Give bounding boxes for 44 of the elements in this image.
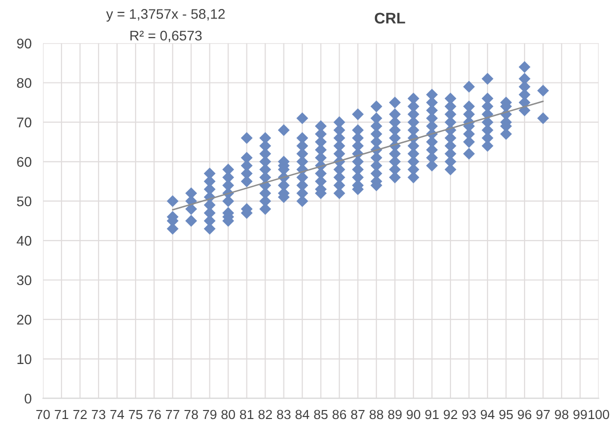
x-tick-label: 84 bbox=[296, 410, 310, 420]
x-tick-label: 93 bbox=[462, 410, 476, 420]
y-tick-label: 70 bbox=[17, 118, 32, 128]
x-tick-label: 96 bbox=[518, 410, 532, 420]
x-tick-label: 91 bbox=[425, 410, 439, 420]
x-tick-label: 99 bbox=[573, 410, 587, 420]
y-tick-label: 10 bbox=[17, 354, 32, 364]
x-tick-label: 98 bbox=[554, 410, 568, 420]
y-tick-label: 20 bbox=[17, 314, 32, 325]
x-tick-label: 75 bbox=[128, 410, 142, 420]
x-tick-label: 88 bbox=[370, 410, 384, 420]
y-tick-label: 90 bbox=[17, 38, 32, 48]
x-tick-label: 82 bbox=[258, 410, 272, 420]
x-tick-label: 87 bbox=[351, 410, 365, 420]
x-tick-label: 83 bbox=[277, 410, 291, 420]
text: R² = 0,6573 bbox=[130, 30, 202, 42]
y-tick-label: 0 bbox=[24, 394, 32, 404]
y-tick-label: 50 bbox=[16, 196, 32, 206]
y-tick-label: 60 bbox=[17, 156, 32, 167]
x-tick-label: 85 bbox=[314, 410, 328, 420]
x-tick-label: 79 bbox=[203, 410, 216, 420]
x-tick-label: 78 bbox=[184, 410, 198, 420]
x-tick-label: 77 bbox=[166, 410, 180, 420]
y-tick-label: 40 bbox=[16, 236, 32, 246]
x-tick-label: 73 bbox=[92, 410, 106, 420]
x-tick-label: 95 bbox=[499, 410, 513, 420]
x-tick-label: 86 bbox=[332, 410, 346, 420]
y-tick-label: 80 bbox=[17, 78, 32, 88]
text: y = 1,3757x - 58,12 bbox=[106, 9, 225, 22]
y-tick-label: 30 bbox=[16, 275, 32, 286]
x-tick-label: 90 bbox=[406, 410, 420, 420]
x-tick-label: 97 bbox=[536, 410, 550, 420]
x-tick-label: 76 bbox=[147, 410, 161, 420]
x-tick-label: 74 bbox=[110, 410, 124, 420]
x-tick-label: 100 bbox=[588, 410, 610, 420]
x-tick-label: 80 bbox=[221, 410, 236, 420]
x-tick-label: 92 bbox=[444, 410, 458, 420]
x-tick-label: 81 bbox=[240, 410, 254, 420]
x-tick-label: 71 bbox=[54, 410, 68, 420]
x-tick-label: 89 bbox=[388, 410, 402, 420]
x-tick-label: 72 bbox=[73, 410, 87, 420]
chart-title: CRL bbox=[374, 12, 406, 24]
x-tick-label: 94 bbox=[480, 410, 494, 420]
x-tick-label: 70 bbox=[36, 410, 50, 420]
